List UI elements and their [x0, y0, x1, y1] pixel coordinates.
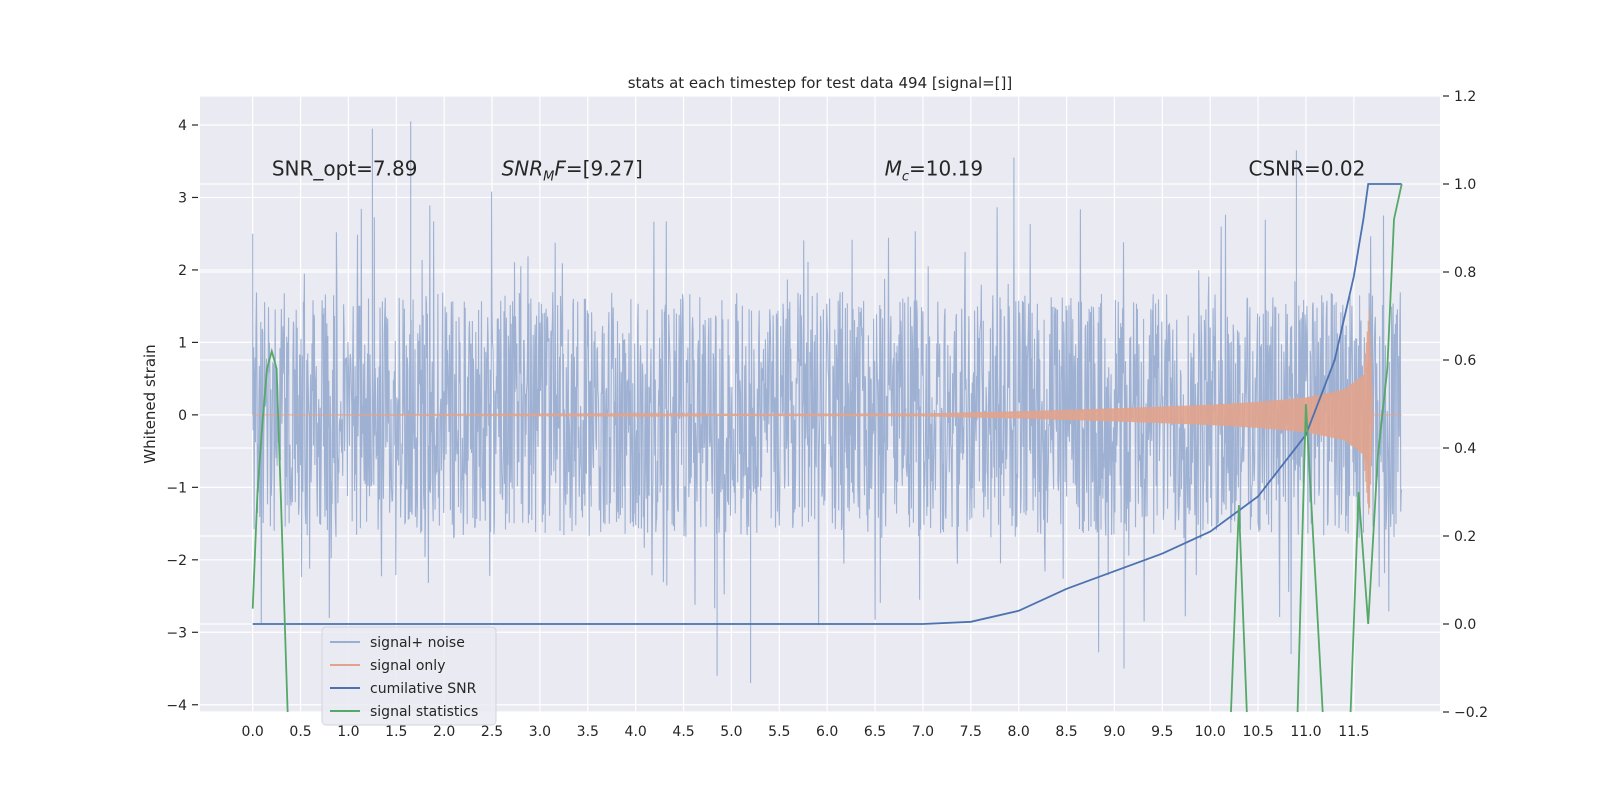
- y-tick-label: −2: [166, 553, 187, 569]
- axes: 0.0 0.5 1.0 1.5 2.0 2.5 3.0 3.5 4.0 4.5 5.0 5.5 6.0 6…: [166, 89, 1488, 740]
- legend: signal+ noise signal only cumilative SNR si…: [321, 626, 497, 726]
- y2-tick-label: 0.8: [1454, 265, 1476, 281]
- y2-tick-label: 0.2: [1454, 529, 1476, 545]
- chart-title: stats at each timestep for test data 494…: [628, 74, 1013, 92]
- x-tick-label: 4.5: [672, 724, 694, 740]
- series-signal-noise: [252, 121, 1403, 683]
- y2-tick-label: 0.4: [1454, 441, 1476, 457]
- y-tick-label: −1: [166, 480, 187, 496]
- legend-box: [321, 626, 497, 726]
- x-tick-label: 1.0: [337, 724, 359, 740]
- y-tick-label: −4: [166, 698, 187, 714]
- annotations: SNR_opt=7.89 SNRMF=[9.27] Mc=10.19 CSNR=0.0…: [272, 157, 1365, 185]
- annotation-text: SNR_opt=7.89: [272, 157, 418, 181]
- x-tick-label: 9.5: [1151, 724, 1173, 740]
- x-tick-label: 0.5: [289, 724, 311, 740]
- series-signal-only: [252, 309, 1402, 515]
- y-tick-label: 3: [178, 190, 187, 206]
- x-tick-label: 8.0: [1008, 724, 1030, 740]
- legend-label: signal+ noise: [370, 635, 465, 651]
- y-tick-label: 0: [178, 408, 187, 424]
- x-tick-label: 6.5: [864, 724, 886, 740]
- x-tick-label: 2.0: [433, 724, 455, 740]
- y2-tick-label: −0.2: [1454, 705, 1488, 721]
- legend-label: signal statistics: [370, 704, 478, 720]
- x-tick-label: 5.5: [768, 724, 790, 740]
- y2-tick-label: 0.6: [1454, 353, 1476, 369]
- x-tick-label: 11.0: [1290, 724, 1321, 740]
- y2-tick-label: 1.0: [1454, 177, 1476, 193]
- x-tick-label: 4.0: [625, 724, 647, 740]
- x-tick-label: 7.5: [960, 724, 982, 740]
- annotation-text: SNRMF=[9.27]: [502, 157, 643, 185]
- y-axis-label: Whitened strain: [141, 344, 159, 463]
- x-tick-label: 9.0: [1103, 724, 1125, 740]
- x-tick-label: 10.5: [1242, 724, 1273, 740]
- x-tick-label: 10.0: [1195, 724, 1226, 740]
- x-tick-label: 6.0: [816, 724, 838, 740]
- x-tick-label: 11.5: [1338, 724, 1369, 740]
- x-tick-label: 2.5: [481, 724, 503, 740]
- x-tick-label: 0.0: [242, 724, 264, 740]
- x-tick-label: 7.0: [912, 724, 934, 740]
- y-tick-label: 1: [178, 335, 187, 351]
- x-tick-label: 1.5: [385, 724, 407, 740]
- series-layer: [251, 121, 1403, 712]
- legend-label: cumilative SNR: [370, 681, 477, 697]
- y-tick-label: −3: [166, 625, 187, 641]
- legend-label: signal only: [370, 658, 445, 674]
- series-cumulative-snr: [252, 183, 1402, 625]
- annotation-text: CSNR=0.02: [1248, 157, 1365, 181]
- y-tick-label: 2: [178, 263, 187, 279]
- y-tick-label: 4: [178, 118, 187, 134]
- x-tick-label: 5.0: [720, 724, 742, 740]
- x-tick-label: 3.0: [529, 724, 551, 740]
- series-signal-statistics: [251, 183, 1403, 712]
- annotation-text: Mc=10.19: [885, 157, 983, 185]
- x-tick-label: 3.5: [577, 724, 599, 740]
- x-tick-label: 8.5: [1055, 724, 1077, 740]
- y2-tick-label: 0.0: [1454, 617, 1476, 633]
- y2-tick-label: 1.2: [1454, 89, 1476, 105]
